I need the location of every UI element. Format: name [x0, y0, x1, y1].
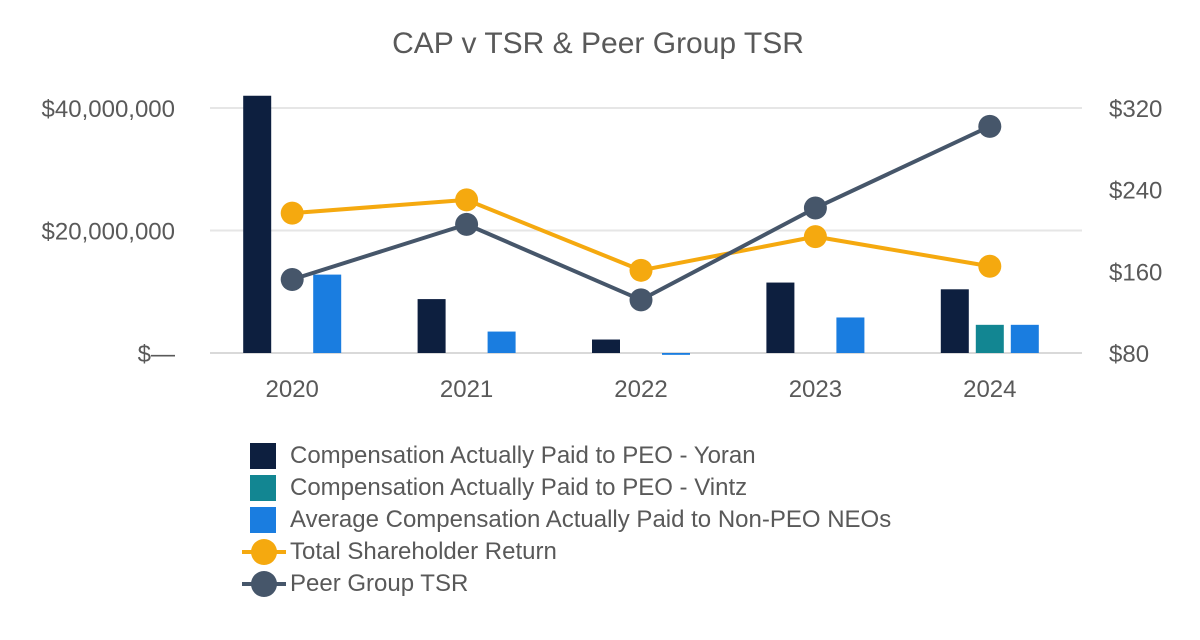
x-tick-label: 2023 — [789, 376, 842, 403]
legend-swatch-peer-tsr — [242, 571, 286, 597]
x-tick-label: 2024 — [963, 376, 1016, 403]
legend-item-non-peo: Average Compensation Actually Paid to No… — [242, 504, 891, 536]
bar-average-compensation-actually-paid-to-non-peo-neos-2024 — [1010, 324, 1039, 353]
x-axis-ticks: 2020 2021 2022 2023 2024 — [266, 376, 1017, 403]
bar-compensation-actually-paid-to-peo-yoran-2023 — [766, 282, 795, 353]
legend-swatch-yoran — [250, 443, 276, 469]
bar-compensation-actually-paid-to-peo-yoran-2021 — [417, 299, 446, 353]
point-peer-group-tsr-2024 — [978, 114, 1002, 138]
point-peer-group-tsr-2021 — [455, 212, 479, 236]
legend-item-yoran: Compensation Actually Paid to PEO - Yora… — [242, 440, 891, 472]
bar-average-compensation-actually-paid-to-non-peo-neos-2021 — [487, 331, 516, 353]
legend-swatch-non-peo — [250, 507, 276, 533]
x-tick-label: 2021 — [440, 376, 493, 403]
left-axis-ticks: $— $20,000,000 $40,000,000 — [42, 96, 175, 368]
right-axis-ticks: $80 $160 $240 $320 — [1109, 96, 1162, 368]
line-series — [280, 114, 1002, 312]
legend-item-peer-tsr: Peer Group TSR — [242, 568, 891, 600]
bar-average-compensation-actually-paid-to-non-peo-neos-2022 — [662, 353, 690, 355]
legend-label-peer-tsr: Peer Group TSR — [290, 570, 469, 597]
bar-compensation-actually-paid-to-peo-yoran-2020 — [243, 95, 272, 353]
legend-label-tsr: Total Shareholder Return — [290, 538, 557, 565]
right-tick-label: $320 — [1109, 96, 1162, 123]
point-peer-group-tsr-2022 — [629, 288, 653, 312]
bar-compensation-actually-paid-to-peo-vintz-2024 — [975, 324, 1004, 353]
right-tick-label: $160 — [1109, 259, 1162, 286]
legend-item-vintz: Compensation Actually Paid to PEO - Vint… — [242, 472, 891, 504]
legend-item-tsr: Total Shareholder Return — [242, 536, 891, 568]
point-peer-group-tsr-2020 — [280, 268, 304, 291]
left-tick-label: $40,000,000 — [42, 96, 175, 123]
left-tick-label: $20,000,000 — [42, 219, 175, 246]
legend-swatch-tsr — [242, 539, 286, 565]
bar-compensation-actually-paid-to-peo-yoran-2022 — [592, 339, 620, 353]
point-total-shareholder-return-2020 — [280, 201, 304, 225]
legend-label-vintz: Compensation Actually Paid to PEO - Vint… — [290, 474, 748, 501]
bar-average-compensation-actually-paid-to-non-peo-neos-2020 — [313, 274, 342, 353]
chart-title: CAP v TSR & Peer Group TSR — [392, 27, 804, 60]
point-total-shareholder-return-2021 — [455, 188, 479, 212]
right-tick-label: $80 — [1109, 341, 1149, 368]
bar-average-compensation-actually-paid-to-non-peo-neos-2023 — [836, 317, 865, 353]
x-tick-label: 2022 — [614, 376, 667, 403]
point-total-shareholder-return-2024 — [978, 254, 1002, 278]
legend-swatch-vintz — [250, 475, 276, 501]
legend-label-yoran: Compensation Actually Paid to PEO - Yora… — [290, 442, 756, 469]
point-peer-group-tsr-2023 — [803, 196, 827, 220]
gridlines — [210, 107, 1082, 354]
point-total-shareholder-return-2023 — [803, 225, 827, 249]
bars — [243, 95, 1039, 355]
legend-label-non-peo: Average Compensation Actually Paid to No… — [290, 506, 892, 533]
point-total-shareholder-return-2022 — [629, 258, 653, 282]
left-tick-label: $— — [138, 341, 175, 368]
right-tick-label: $240 — [1109, 178, 1162, 205]
bar-compensation-actually-paid-to-peo-yoran-2024 — [940, 289, 969, 353]
x-tick-label: 2020 — [266, 376, 319, 403]
legend: Compensation Actually Paid to PEO - Yora… — [242, 440, 891, 600]
